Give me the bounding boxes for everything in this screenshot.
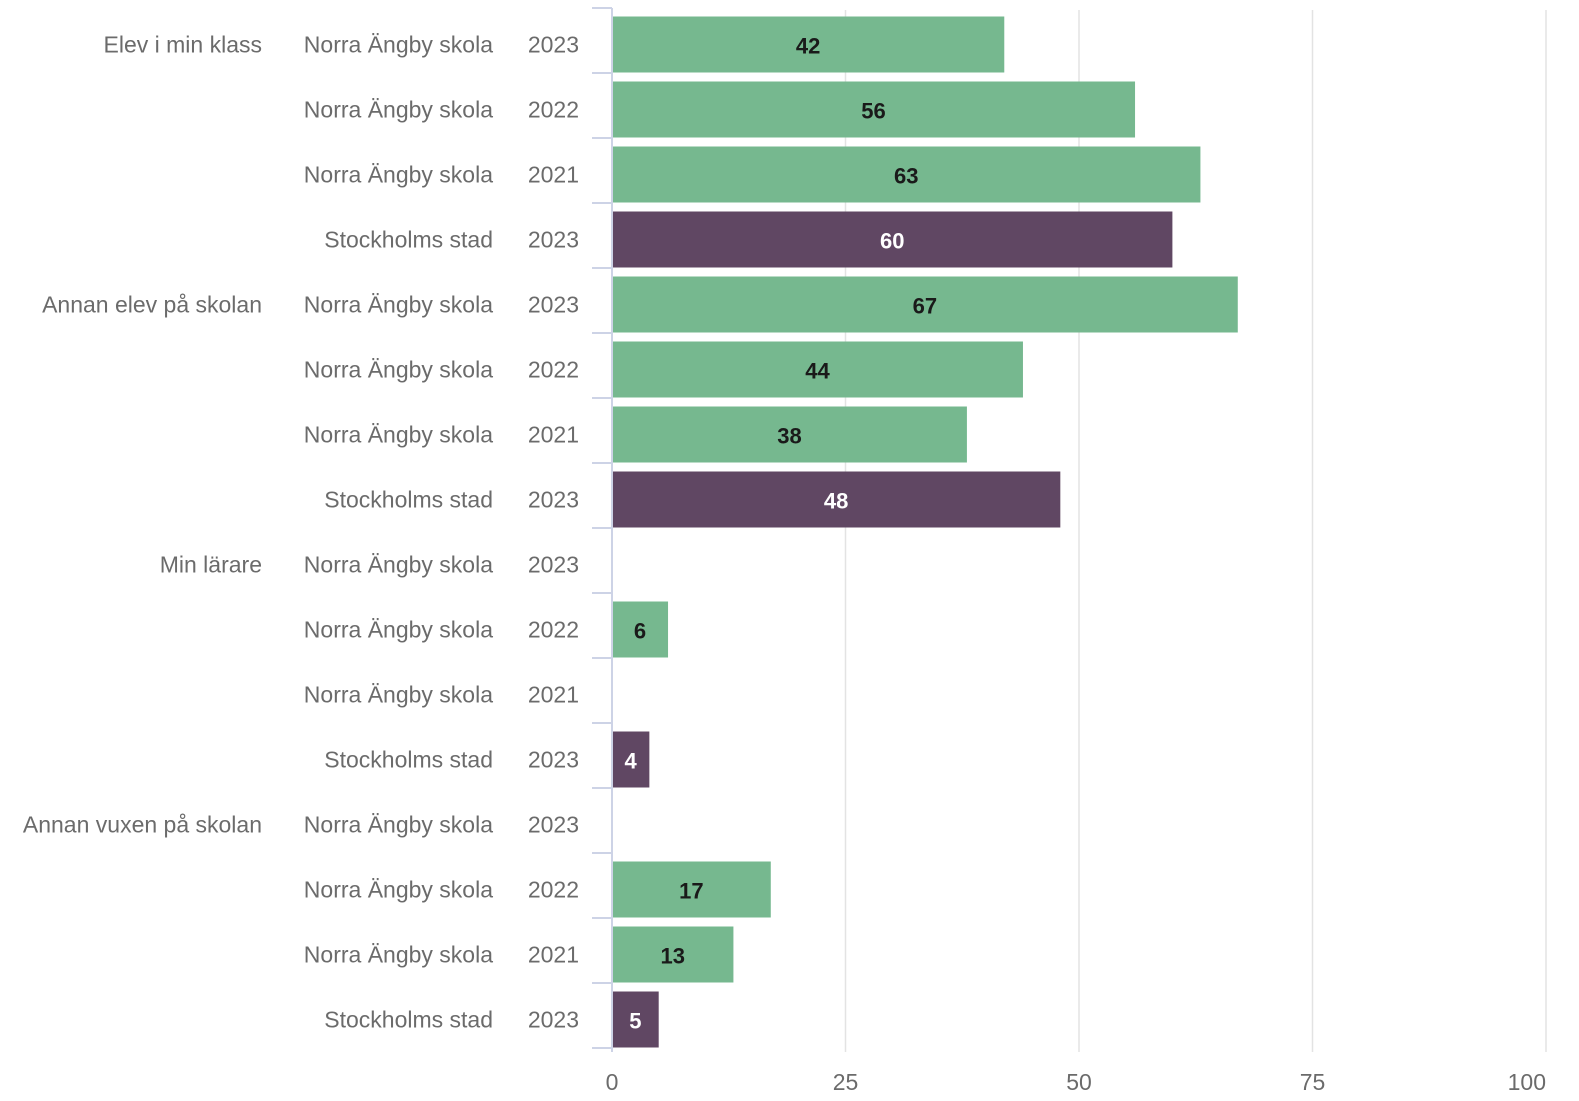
bar-value-label: 56 xyxy=(861,99,885,124)
year-label: 2023 xyxy=(528,1007,579,1033)
entity-label: Norra Ängby skola xyxy=(304,357,493,383)
year-label: 2022 xyxy=(528,617,579,643)
entity-label: Norra Ängby skola xyxy=(304,812,493,838)
bar-value-label: 13 xyxy=(660,944,684,969)
bar xyxy=(613,211,1173,268)
bar xyxy=(613,991,659,1048)
bar xyxy=(613,341,1023,398)
year-label: 2023 xyxy=(528,292,579,318)
bar-value-label: 67 xyxy=(913,294,937,319)
year-label: 2023 xyxy=(528,227,579,253)
entity-label: Norra Ängby skola xyxy=(304,292,493,318)
entity-label: Stockholms stad xyxy=(324,747,493,773)
bar-value-label: 60 xyxy=(880,229,904,254)
x-tick-label: 50 xyxy=(1066,1069,1092,1095)
entity-label: Norra Ängby skola xyxy=(304,97,493,123)
bar-value-label: 44 xyxy=(805,359,830,384)
year-label: 2021 xyxy=(528,162,579,188)
bar-value-label: 6 xyxy=(634,619,646,644)
group-label: Min lärare xyxy=(160,552,262,578)
bar xyxy=(613,861,771,918)
bar-value-label: 63 xyxy=(894,164,918,189)
entity-label: Norra Ängby skola xyxy=(304,877,493,903)
bar xyxy=(613,81,1136,138)
bar-value-label: 38 xyxy=(777,424,801,449)
year-label: 2022 xyxy=(528,97,579,123)
bar xyxy=(613,406,967,463)
group-label: Annan elev på skolan xyxy=(42,292,262,318)
year-label: 2021 xyxy=(528,682,579,708)
year-label: 2023 xyxy=(528,812,579,838)
entity-label: Norra Ängby skola xyxy=(304,422,493,448)
bar-value-label: 4 xyxy=(625,749,638,774)
year-label: 2023 xyxy=(528,552,579,578)
entity-label: Norra Ängby skola xyxy=(304,32,493,58)
x-tick-label: 75 xyxy=(1300,1069,1326,1095)
bar xyxy=(613,731,650,788)
entity-label: Stockholms stad xyxy=(324,227,493,253)
year-label: 2022 xyxy=(528,357,579,383)
entity-label: Stockholms stad xyxy=(324,1007,493,1033)
bar-value-label: 5 xyxy=(629,1009,641,1034)
year-label: 2021 xyxy=(528,942,579,968)
bar xyxy=(613,926,734,983)
year-label: 2023 xyxy=(528,487,579,513)
bar xyxy=(613,16,1005,73)
bars: 42 56 63 60 67 44 38 48 6 4 17 13 5 xyxy=(613,16,1238,1048)
entity-label: Norra Ängby skola xyxy=(304,162,493,188)
bar xyxy=(613,146,1201,203)
group-label: Elev i min klass xyxy=(104,32,262,58)
bar-value-label: 48 xyxy=(824,489,848,514)
bar xyxy=(613,276,1238,333)
x-tick-label: 0 xyxy=(606,1069,619,1095)
x-tick-label: 100 xyxy=(1508,1069,1546,1095)
entity-label: Norra Ängby skola xyxy=(304,682,493,708)
entity-label: Stockholms stad xyxy=(324,487,493,513)
year-label: 2021 xyxy=(528,422,579,448)
bar-value-label: 42 xyxy=(796,34,820,59)
bar xyxy=(613,471,1061,528)
entity-label: Norra Ängby skola xyxy=(304,617,493,643)
bar-value-label: 17 xyxy=(679,879,703,904)
group-label: Annan vuxen på skolan xyxy=(23,812,262,838)
entity-label: Norra Ängby skola xyxy=(304,942,493,968)
category-labels: Elev i min klass Norra Ängby skola 2023 Nor… xyxy=(23,32,579,1033)
x-axis: 0 25 50 75 100 xyxy=(592,7,1546,1095)
entity-label: Norra Ängby skola xyxy=(304,552,493,578)
year-label: 2023 xyxy=(528,747,579,773)
year-label: 2022 xyxy=(528,877,579,903)
year-label: 2023 xyxy=(528,32,579,58)
bar xyxy=(613,601,669,658)
x-tick-label: 25 xyxy=(833,1069,859,1095)
